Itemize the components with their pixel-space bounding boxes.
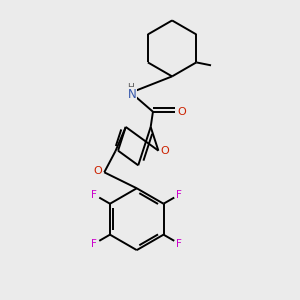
Text: N: N: [128, 88, 136, 100]
Text: F: F: [176, 190, 182, 200]
Text: O: O: [160, 146, 169, 156]
Text: O: O: [93, 166, 102, 176]
Text: F: F: [91, 190, 97, 200]
Text: F: F: [176, 239, 182, 249]
Text: F: F: [91, 239, 97, 249]
Text: H: H: [127, 83, 134, 92]
Text: O: O: [177, 107, 186, 117]
